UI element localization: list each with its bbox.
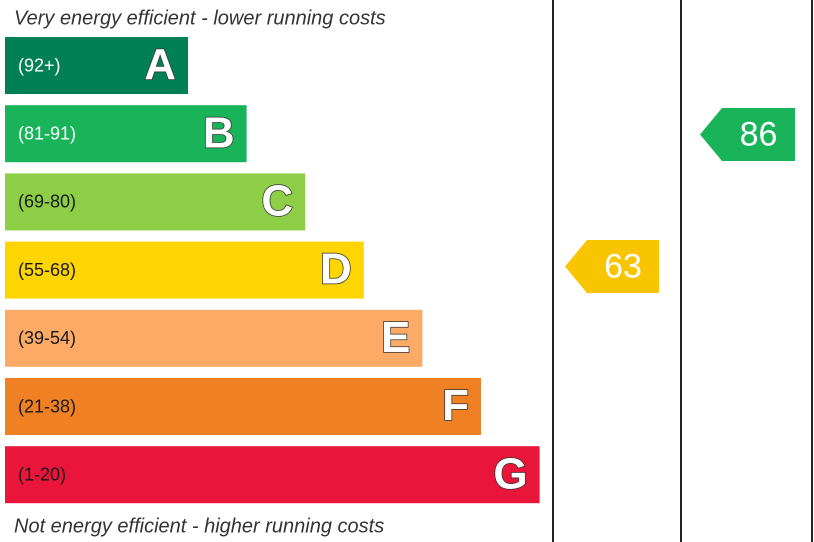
band-letter: F [442, 381, 469, 430]
band-bar [5, 309, 423, 367]
band-range: (39-54) [18, 328, 76, 348]
top-note: Very energy efficient - lower running co… [14, 7, 386, 29]
band-range: (92+) [18, 55, 61, 75]
band-bar [5, 37, 188, 94]
band-range: (21-38) [18, 396, 76, 416]
bottom-note: Not energy efficient - higher running co… [14, 515, 384, 537]
band-bar [5, 105, 247, 163]
band-bar [5, 446, 540, 504]
rating-arrow [565, 240, 659, 293]
band-range: (81-91) [18, 123, 76, 143]
band-bar [5, 378, 481, 435]
band-bar [5, 241, 364, 299]
band-letter: D [320, 245, 352, 294]
band-range: (69-80) [18, 192, 76, 212]
band-letter: A [144, 40, 176, 89]
band-letter: C [261, 177, 293, 226]
band-letter: G [493, 449, 527, 498]
rating-value: 86 [740, 115, 778, 153]
band-range: (55-68) [18, 260, 76, 280]
band-letter: E [381, 313, 410, 362]
band-letter: B [203, 108, 235, 157]
rating-value: 63 [604, 247, 642, 285]
band-range: (1-20) [18, 464, 66, 484]
rating-arrow [700, 108, 795, 161]
band-bar [5, 173, 306, 231]
